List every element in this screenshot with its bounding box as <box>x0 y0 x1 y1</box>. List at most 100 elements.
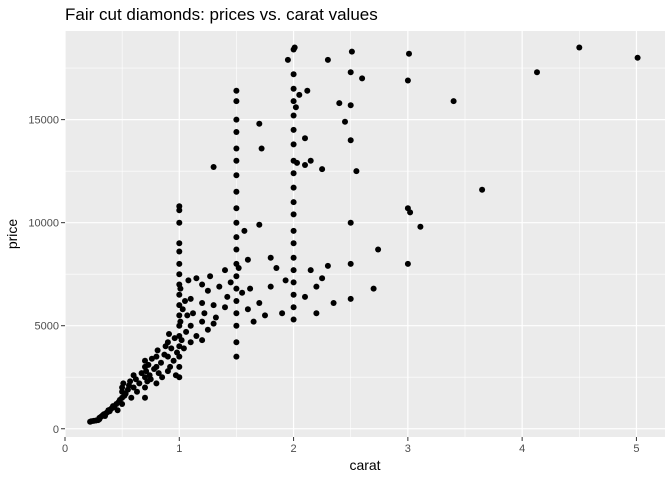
data-point <box>170 357 177 364</box>
data-point <box>302 293 308 300</box>
data-point <box>233 285 240 292</box>
data-point <box>290 98 297 105</box>
data-point <box>233 188 240 195</box>
data-point <box>222 304 228 311</box>
x-axis: 0 1 2 3 4 5 <box>62 437 639 455</box>
data-point <box>304 87 311 94</box>
data-point <box>176 207 183 214</box>
data-point <box>233 219 240 226</box>
data-point <box>147 376 154 383</box>
data-point <box>313 310 320 317</box>
data-point <box>187 322 194 329</box>
data-point <box>233 310 240 317</box>
data-point <box>222 267 228 274</box>
data-point <box>182 298 188 304</box>
data-point <box>199 281 206 288</box>
data-point <box>290 254 297 261</box>
data-point <box>128 394 135 401</box>
data-point <box>136 380 143 387</box>
data-point <box>216 283 223 290</box>
data-point <box>347 295 354 302</box>
data-point <box>178 337 185 344</box>
data-point <box>291 44 298 51</box>
x-tick-label: 2 <box>291 443 297 455</box>
data-point <box>370 285 377 292</box>
data-point <box>348 48 355 55</box>
data-point <box>153 380 160 387</box>
data-point <box>282 277 289 284</box>
data-point <box>212 314 219 321</box>
data-points <box>87 44 641 425</box>
data-point <box>307 267 314 274</box>
data-point <box>130 384 137 391</box>
data-point <box>233 322 240 329</box>
data-point <box>404 260 411 267</box>
data-point <box>187 295 194 302</box>
data-point <box>204 287 211 294</box>
data-point <box>290 279 297 286</box>
data-point <box>233 145 240 152</box>
data-point <box>233 339 240 346</box>
data-point <box>233 273 240 280</box>
x-tick-label: 1 <box>176 443 182 455</box>
data-point <box>290 141 297 148</box>
data-point <box>199 300 206 306</box>
data-point <box>347 102 354 109</box>
data-point <box>119 401 126 407</box>
data-point <box>313 283 320 290</box>
x-tick-label: 0 <box>62 443 68 455</box>
data-point <box>176 260 183 267</box>
data-point <box>164 353 171 360</box>
data-point <box>290 85 297 92</box>
data-point <box>180 345 187 352</box>
data-point <box>176 203 183 210</box>
data-point <box>267 254 274 261</box>
data-point <box>233 98 240 105</box>
data-point <box>347 137 354 144</box>
y-tick-label: 10000 <box>28 218 59 230</box>
data-point <box>176 374 183 381</box>
y-axis-title: price <box>4 219 20 250</box>
data-point <box>177 285 184 292</box>
data-point <box>290 240 297 247</box>
data-point <box>159 374 166 381</box>
data-point <box>184 312 191 319</box>
data-point <box>155 370 162 377</box>
data-point <box>176 302 183 309</box>
y-tick-label: 5000 <box>35 321 59 333</box>
data-point <box>279 310 286 317</box>
data-point <box>176 363 183 370</box>
data-point <box>256 300 263 306</box>
data-point <box>233 205 240 212</box>
data-point <box>290 184 297 191</box>
data-point <box>342 118 348 125</box>
data-point <box>406 50 412 57</box>
data-point <box>417 223 424 230</box>
y-axis: 0 5000 10000 15000 <box>28 115 65 436</box>
data-point <box>292 104 299 111</box>
data-point <box>183 328 190 335</box>
data-point <box>233 172 240 179</box>
plot-panel <box>65 31 665 437</box>
data-point <box>142 384 148 391</box>
data-point <box>138 370 145 377</box>
data-point <box>294 159 300 166</box>
data-point <box>290 316 297 323</box>
data-point <box>166 331 172 337</box>
data-point <box>176 219 183 226</box>
data-point <box>290 304 297 311</box>
data-point <box>193 333 200 339</box>
data-point <box>224 293 231 300</box>
data-point <box>233 157 240 164</box>
data-point <box>290 227 297 234</box>
data-point <box>142 394 148 401</box>
data-point <box>142 357 148 364</box>
data-point <box>267 283 274 290</box>
data-point <box>324 56 331 63</box>
data-point <box>235 265 242 271</box>
data-point <box>324 262 331 269</box>
x-tick-label: 4 <box>519 443 525 455</box>
data-point <box>404 77 411 84</box>
data-point <box>244 306 251 313</box>
